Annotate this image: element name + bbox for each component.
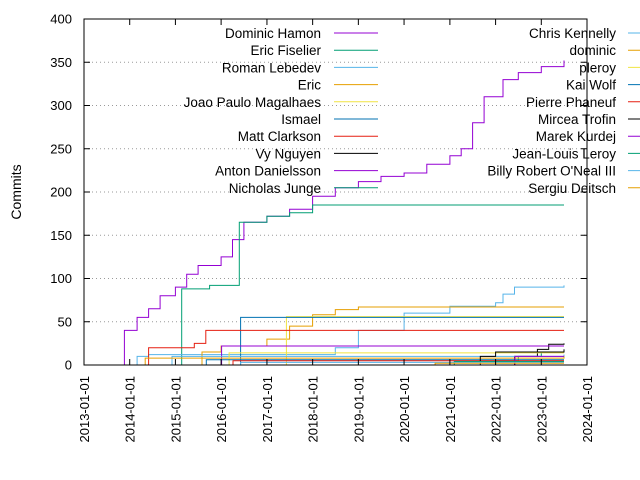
series-line xyxy=(198,306,564,366)
y-axis-title: Commits xyxy=(8,164,24,219)
legend-entry: Pierre Phaneuf xyxy=(526,95,640,110)
legend-entry: Vy Nguyen xyxy=(255,146,378,161)
x-tick-label: 2015-01-01 xyxy=(168,376,183,443)
legend-entry: dominic xyxy=(569,43,640,58)
y-tick-label: 350 xyxy=(50,55,72,70)
y-tick-label: 100 xyxy=(50,271,72,286)
x-tick-label: 2019-01-01 xyxy=(351,376,366,443)
legend-entry: Sergiu Deitsch xyxy=(528,181,640,196)
x-tick-label: 2016-01-01 xyxy=(214,376,229,443)
x-tick-label: 2013-01-01 xyxy=(77,376,92,443)
legend-label: Roman Lebedev xyxy=(222,60,321,75)
x-tick-label: 2014-01-01 xyxy=(123,376,138,443)
x-tick-label: 2018-01-01 xyxy=(306,376,321,443)
legend-label: Eric Fiselier xyxy=(250,43,321,58)
legend-label: Pierre Phaneuf xyxy=(526,95,616,110)
legend-label: pleroy xyxy=(579,60,616,75)
legend: Dominic Hamon Eric Fiselier Roman Lebedev E… xyxy=(184,26,640,196)
x-tick-label: 2024-01-01 xyxy=(580,376,595,443)
legend-entry: Eric Fiselier xyxy=(250,43,378,58)
y-tick-label: 150 xyxy=(50,228,72,243)
legend-label: Marek Kurdej xyxy=(536,129,616,144)
series-line xyxy=(144,329,564,366)
legend-label: dominic xyxy=(569,43,616,58)
legend-entry: Joao Paulo Magalhaes xyxy=(184,95,378,110)
legend-label: Chris Kennelly xyxy=(529,26,616,41)
y-axis: 0 50 100 150 200 250 300 350 400 xyxy=(50,12,587,373)
legend-label: Jean-Louis Leroy xyxy=(512,146,616,161)
legend-label: Matt Clarkson xyxy=(238,129,321,144)
legend-entry: Ismael xyxy=(281,112,378,127)
x-tick-label: 2022-01-01 xyxy=(489,376,504,443)
x-tick-label: 2017-01-01 xyxy=(260,376,275,443)
y-tick-label: 0 xyxy=(65,358,72,373)
x-axis: 2013-01-01 2014-01-01 2015-01-01 2016-01-01… xyxy=(77,19,595,443)
x-tick-label: 2023-01-01 xyxy=(534,376,549,443)
series-line xyxy=(123,60,565,366)
legend-entry: Billy Robert O'Neal III xyxy=(487,164,640,179)
y-tick-label: 200 xyxy=(50,185,72,200)
legend-entry: pleroy xyxy=(579,60,640,75)
legend-entry: Matt Clarkson xyxy=(238,129,378,144)
legend-entry: Kai Wolf xyxy=(566,78,640,93)
x-tick-label: 2020-01-01 xyxy=(397,376,412,443)
legend-entry: Jean-Louis Leroy xyxy=(512,146,640,161)
legend-label: Anton Danielsson xyxy=(215,164,321,179)
legend-entry: Chris Kennelly xyxy=(529,26,640,41)
legend-label: Joao Paulo Magalhaes xyxy=(184,95,322,110)
legend-entry: Eric xyxy=(298,78,378,93)
legend-entry: Dominic Hamon xyxy=(225,26,378,41)
legend-label: Nicholas Junge xyxy=(229,181,321,196)
legend-entry: Nicholas Junge xyxy=(229,181,378,196)
legend-entry: Anton Danielsson xyxy=(215,164,378,179)
legend-label: Billy Robert O'Neal III xyxy=(487,164,616,179)
legend-label: Kai Wolf xyxy=(566,78,616,93)
y-tick-label: 400 xyxy=(50,12,72,27)
legend-label: Vy Nguyen xyxy=(255,146,321,161)
legend-label: Dominic Hamon xyxy=(225,26,321,41)
x-tick-label: 2021-01-01 xyxy=(443,376,458,443)
legend-entry: Roman Lebedev xyxy=(222,60,378,75)
legend-label: Sergiu Deitsch xyxy=(528,181,616,196)
legend-label: Eric xyxy=(298,78,321,93)
legend-entry: Mircea Trofin xyxy=(538,112,640,127)
series-line xyxy=(181,204,564,366)
y-tick-label: 300 xyxy=(50,98,72,113)
legend-entry: Marek Kurdej xyxy=(536,129,640,144)
legend-label: Mircea Trofin xyxy=(538,112,616,127)
y-tick-label: 250 xyxy=(50,141,72,156)
y-tick-label: 50 xyxy=(58,314,72,329)
legend-label: Ismael xyxy=(281,112,321,127)
